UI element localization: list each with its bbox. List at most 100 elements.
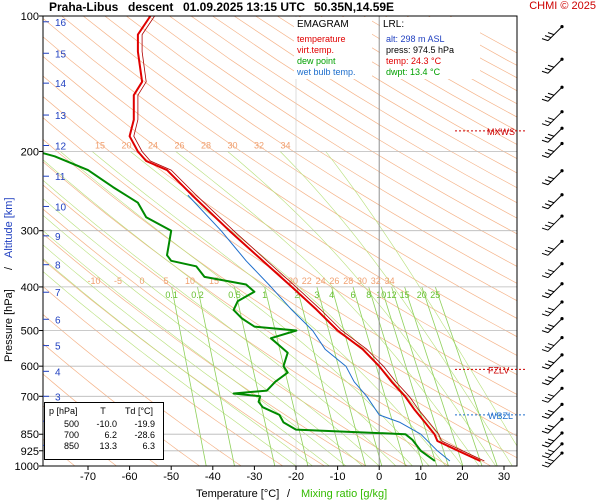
lrl-title: LRL: xyxy=(383,19,405,30)
point-table-header-td: Td [°C] xyxy=(124,406,154,416)
alt-tick-label: 15 xyxy=(55,49,67,60)
alt-tick-label: 11 xyxy=(55,172,66,183)
x-tick-label: -60 xyxy=(122,471,138,483)
theta-label: 30 xyxy=(227,140,237,150)
theta-label: 20 xyxy=(288,276,298,286)
series-line-dew-point xyxy=(43,152,436,462)
series-line-temperature xyxy=(128,16,481,462)
p-tick-label: 850 xyxy=(21,429,39,441)
dry-adiabat-line xyxy=(82,16,517,302)
dry-adiabat-line xyxy=(43,36,517,356)
mixing-ratio-line xyxy=(368,286,424,466)
dry-adiabat-line xyxy=(43,17,517,338)
mixing-ratio-lines: 0.1 0.2 0.5 1 2 3 4 6 8 10 12 15 20 25 xyxy=(165,286,498,466)
point-table-cell: -28.6 xyxy=(134,430,155,440)
dry-adiabat-line xyxy=(384,16,517,92)
alt-tick-label: 14 xyxy=(55,79,67,90)
theta-label: 20 xyxy=(121,140,131,150)
wind-barb-icon xyxy=(541,25,564,42)
level-label-wbzl: WBZL xyxy=(488,411,513,421)
wind-barb-icon xyxy=(541,431,564,448)
wind-barb-icon xyxy=(541,442,564,459)
wind-barb-icon xyxy=(541,57,564,74)
p-tick-label: 925 xyxy=(21,446,39,458)
dry-adiabat-line xyxy=(43,96,517,416)
point-table-cell: 700 xyxy=(63,430,79,440)
x-tick-label: 30 xyxy=(498,471,510,483)
point-table-header: p [hPa] T Td [°C] xyxy=(49,406,163,417)
theta-label: 22 xyxy=(302,276,312,286)
theta-label: 24 xyxy=(316,276,326,286)
theta-label: 15 xyxy=(209,276,219,286)
p-tick-label: 100 xyxy=(21,11,39,23)
theta-label: 30 xyxy=(357,276,367,286)
x-tick-label: -30 xyxy=(246,471,262,483)
mixing-ratio-label: 6 xyxy=(350,290,355,300)
x-tick-label: 20 xyxy=(456,471,468,483)
point-table-cell: 6.3 xyxy=(142,441,155,451)
theta-label: 28 xyxy=(343,276,353,286)
p-tick-label: 200 xyxy=(21,146,39,158)
alt-tick-label: 13 xyxy=(55,111,67,122)
x-tick-label: -10 xyxy=(330,471,346,483)
wind-barbs xyxy=(541,25,564,468)
legend-title: EMAGRAM xyxy=(297,19,349,30)
dry-adiabat-line xyxy=(43,75,517,395)
mixing-ratio-label: 2 xyxy=(294,290,299,300)
wind-barb-icon xyxy=(541,141,564,158)
p-tick-label: 500 xyxy=(21,326,39,338)
moist-adiabat-line xyxy=(43,214,363,466)
x-tick-label: 0 xyxy=(376,471,382,483)
point-table-row: 700 6.2 -28.6 xyxy=(49,430,163,441)
plot-frame xyxy=(42,15,518,467)
mixing-ratio-line xyxy=(434,286,498,466)
point-table-row: 500 -10.0 -19.9 xyxy=(49,419,163,430)
wind-barb-icon xyxy=(541,316,564,334)
p-tick-label: 600 xyxy=(21,361,39,373)
dry-adiabat-line xyxy=(212,16,517,204)
header-type: descent xyxy=(128,0,174,14)
x-axis-label-mixing: Mixing ratio [g/kg] xyxy=(301,488,387,500)
lrl-alt: alt: 298 m ASL xyxy=(386,34,445,44)
x-tick-label: -70 xyxy=(80,471,96,483)
dry-adiabats xyxy=(43,16,517,466)
p-tick-label: 400 xyxy=(21,282,39,294)
dry-adiabat-line xyxy=(169,16,517,235)
wind-barb-icon xyxy=(541,282,564,299)
x-tick-label: -40 xyxy=(205,471,221,483)
y-axis-label: Pressure [hPa] xyxy=(3,289,15,362)
mixing-ratio-label: 1 xyxy=(262,290,267,300)
mixing-ratio-line xyxy=(421,286,483,466)
dry-adiabat-line xyxy=(427,16,517,66)
theta-label: -10 xyxy=(87,276,100,286)
lrl-press: press: 974.5 hPa xyxy=(386,45,455,55)
mixing-ratio-label: 0.1 xyxy=(165,290,178,300)
axes-layer: -70 -60 -50 -40 -30 -20 -10 0 10 20 30100200300400… xyxy=(15,11,518,483)
mixing-ratio-line xyxy=(197,286,235,466)
wind-barb-icon xyxy=(541,300,564,317)
wind-barb-icon xyxy=(541,402,564,419)
mixing-ratio-label: 3 xyxy=(314,290,319,300)
mixing-ratio-line xyxy=(296,286,344,466)
dry-adiabat-line xyxy=(43,184,450,466)
wind-barb-icon xyxy=(541,214,564,231)
level-label-mxws: MXWS xyxy=(487,127,515,137)
x-tick-label: 10 xyxy=(415,471,427,483)
theta-label: 34 xyxy=(385,276,395,286)
wind-barb-icon xyxy=(541,85,564,102)
theta-label: 26 xyxy=(174,140,184,150)
moist-adiabat-line xyxy=(43,258,313,466)
mixing-ratio-line xyxy=(171,286,207,466)
alt-tick-label: 10 xyxy=(55,202,67,213)
point-table-cell: 500 xyxy=(63,419,79,429)
header-datetime: 01.09.2025 13:15 UTC xyxy=(183,0,306,14)
mixing-ratio-label: 15 xyxy=(400,290,410,300)
dry-adiabat-line xyxy=(320,16,517,132)
series-line-wet-bulb-temp xyxy=(187,194,451,462)
theta-label: -5 xyxy=(114,276,122,286)
series-layer xyxy=(43,16,485,462)
alt-tick-label: 12 xyxy=(55,142,67,153)
legend-item-dew-point: dew point xyxy=(297,56,336,66)
